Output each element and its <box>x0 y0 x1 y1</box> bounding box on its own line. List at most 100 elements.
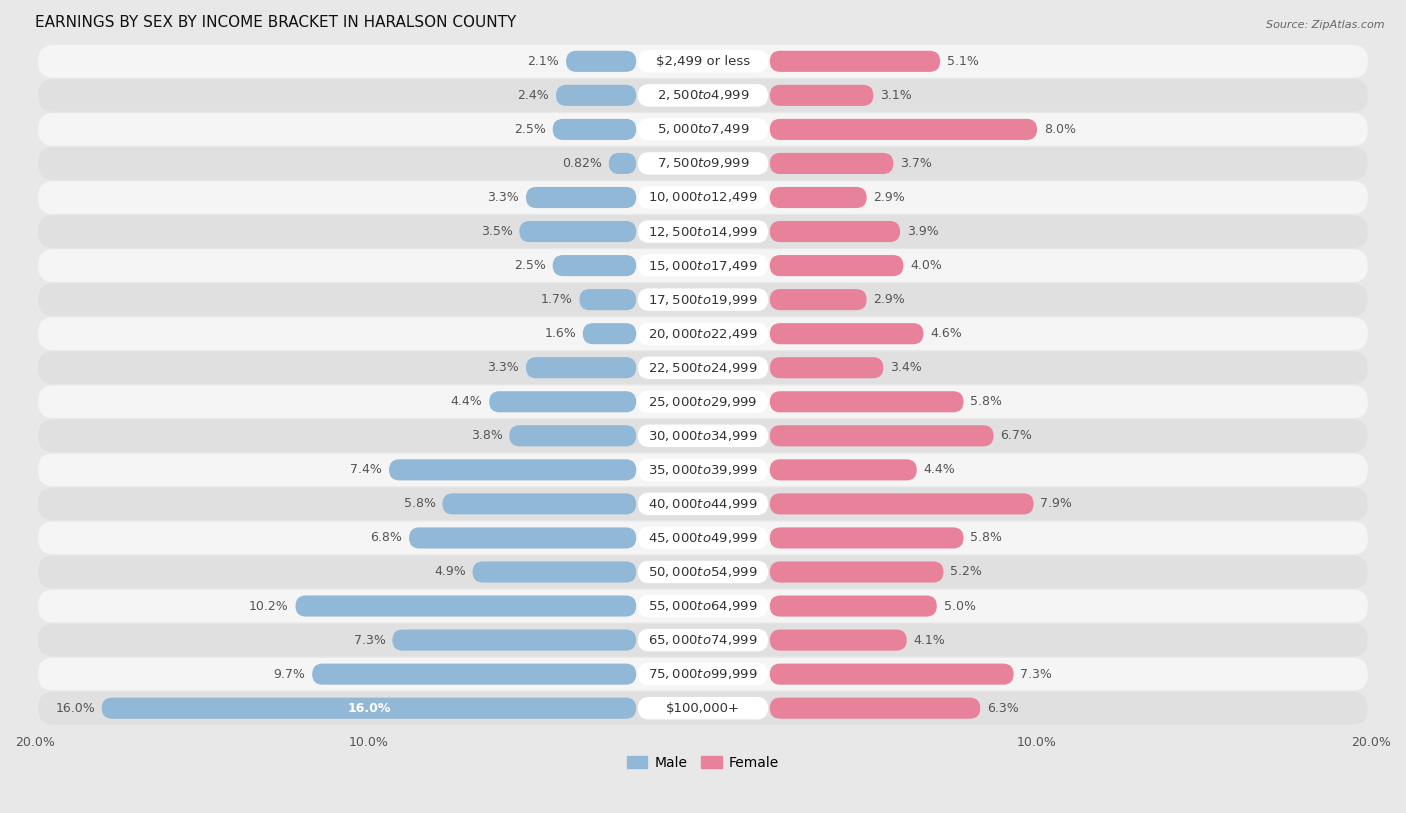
Text: $10,000 to $12,499: $10,000 to $12,499 <box>648 190 758 205</box>
FancyBboxPatch shape <box>38 317 1368 350</box>
Text: EARNINGS BY SEX BY INCOME BRACKET IN HARALSON COUNTY: EARNINGS BY SEX BY INCOME BRACKET IN HAR… <box>35 15 516 30</box>
FancyBboxPatch shape <box>770 221 900 242</box>
FancyBboxPatch shape <box>509 425 636 446</box>
Text: 4.9%: 4.9% <box>434 566 465 579</box>
FancyBboxPatch shape <box>38 351 1368 384</box>
Text: 5.2%: 5.2% <box>950 566 981 579</box>
Text: $65,000 to $74,999: $65,000 to $74,999 <box>648 633 758 647</box>
FancyBboxPatch shape <box>770 50 941 72</box>
FancyBboxPatch shape <box>638 84 768 107</box>
Text: $35,000 to $39,999: $35,000 to $39,999 <box>648 463 758 477</box>
Text: $50,000 to $54,999: $50,000 to $54,999 <box>648 565 758 579</box>
FancyBboxPatch shape <box>38 624 1368 656</box>
Text: 1.6%: 1.6% <box>544 327 576 340</box>
FancyBboxPatch shape <box>770 595 936 616</box>
Text: 3.8%: 3.8% <box>471 429 502 442</box>
FancyBboxPatch shape <box>38 283 1368 316</box>
FancyBboxPatch shape <box>638 628 768 651</box>
Text: 2.9%: 2.9% <box>873 191 905 204</box>
Text: 3.9%: 3.9% <box>907 225 939 238</box>
Text: 3.3%: 3.3% <box>488 191 519 204</box>
FancyBboxPatch shape <box>519 221 636 242</box>
FancyBboxPatch shape <box>638 323 768 345</box>
FancyBboxPatch shape <box>770 357 883 378</box>
Text: $30,000 to $34,999: $30,000 to $34,999 <box>648 428 758 443</box>
FancyBboxPatch shape <box>638 697 768 720</box>
Text: $75,000 to $99,999: $75,000 to $99,999 <box>648 667 758 681</box>
FancyBboxPatch shape <box>638 424 768 447</box>
Text: $55,000 to $64,999: $55,000 to $64,999 <box>648 599 758 613</box>
Text: $2,499 or less: $2,499 or less <box>657 54 749 67</box>
FancyBboxPatch shape <box>770 528 963 549</box>
FancyBboxPatch shape <box>638 493 768 515</box>
FancyBboxPatch shape <box>638 595 768 617</box>
Text: 9.7%: 9.7% <box>274 667 305 680</box>
FancyBboxPatch shape <box>38 113 1368 146</box>
FancyBboxPatch shape <box>555 85 636 106</box>
Text: 2.5%: 2.5% <box>515 259 546 272</box>
FancyBboxPatch shape <box>38 250 1368 282</box>
FancyBboxPatch shape <box>770 493 1033 515</box>
Text: $7,500 to $9,999: $7,500 to $9,999 <box>657 156 749 171</box>
Text: 4.1%: 4.1% <box>914 633 945 646</box>
FancyBboxPatch shape <box>38 454 1368 486</box>
FancyBboxPatch shape <box>638 152 768 175</box>
FancyBboxPatch shape <box>770 119 1038 140</box>
FancyBboxPatch shape <box>38 79 1368 111</box>
Text: 16.0%: 16.0% <box>55 702 96 715</box>
Text: 1.7%: 1.7% <box>541 293 572 307</box>
Text: 3.7%: 3.7% <box>900 157 932 170</box>
FancyBboxPatch shape <box>38 45 1368 78</box>
Text: 2.5%: 2.5% <box>515 123 546 136</box>
FancyBboxPatch shape <box>553 255 636 276</box>
Text: $20,000 to $22,499: $20,000 to $22,499 <box>648 327 758 341</box>
Text: 4.6%: 4.6% <box>931 327 962 340</box>
Text: 3.5%: 3.5% <box>481 225 513 238</box>
FancyBboxPatch shape <box>526 187 636 208</box>
FancyBboxPatch shape <box>38 589 1368 623</box>
FancyBboxPatch shape <box>638 459 768 481</box>
FancyBboxPatch shape <box>579 289 636 311</box>
FancyBboxPatch shape <box>770 187 866 208</box>
FancyBboxPatch shape <box>38 147 1368 180</box>
FancyBboxPatch shape <box>638 289 768 311</box>
FancyBboxPatch shape <box>770 562 943 583</box>
FancyBboxPatch shape <box>38 692 1368 724</box>
FancyBboxPatch shape <box>638 390 768 413</box>
Text: $100,000+: $100,000+ <box>666 702 740 715</box>
Text: $5,000 to $7,499: $5,000 to $7,499 <box>657 123 749 137</box>
FancyBboxPatch shape <box>38 555 1368 589</box>
FancyBboxPatch shape <box>638 663 768 685</box>
Text: 0.82%: 0.82% <box>562 157 602 170</box>
FancyBboxPatch shape <box>472 562 636 583</box>
Text: 4.4%: 4.4% <box>451 395 482 408</box>
FancyBboxPatch shape <box>638 118 768 141</box>
FancyBboxPatch shape <box>526 357 636 378</box>
Text: 3.3%: 3.3% <box>488 361 519 374</box>
FancyBboxPatch shape <box>38 522 1368 554</box>
FancyBboxPatch shape <box>770 289 866 311</box>
FancyBboxPatch shape <box>770 153 893 174</box>
FancyBboxPatch shape <box>489 391 636 412</box>
Text: $45,000 to $49,999: $45,000 to $49,999 <box>648 531 758 545</box>
Text: 6.7%: 6.7% <box>1000 429 1032 442</box>
Text: $12,500 to $14,999: $12,500 to $14,999 <box>648 224 758 238</box>
FancyBboxPatch shape <box>389 459 636 480</box>
FancyBboxPatch shape <box>609 153 636 174</box>
Text: 5.0%: 5.0% <box>943 599 976 612</box>
FancyBboxPatch shape <box>38 385 1368 418</box>
Text: 2.4%: 2.4% <box>517 89 550 102</box>
FancyBboxPatch shape <box>770 663 1014 685</box>
FancyBboxPatch shape <box>770 459 917 480</box>
Text: 7.3%: 7.3% <box>1021 667 1052 680</box>
Text: $25,000 to $29,999: $25,000 to $29,999 <box>648 395 758 409</box>
FancyBboxPatch shape <box>101 698 636 719</box>
FancyBboxPatch shape <box>638 527 768 550</box>
Text: 5.8%: 5.8% <box>404 498 436 511</box>
FancyBboxPatch shape <box>770 255 904 276</box>
Text: $17,500 to $19,999: $17,500 to $19,999 <box>648 293 758 307</box>
FancyBboxPatch shape <box>770 85 873 106</box>
FancyBboxPatch shape <box>392 629 636 650</box>
FancyBboxPatch shape <box>638 254 768 276</box>
FancyBboxPatch shape <box>770 425 994 446</box>
